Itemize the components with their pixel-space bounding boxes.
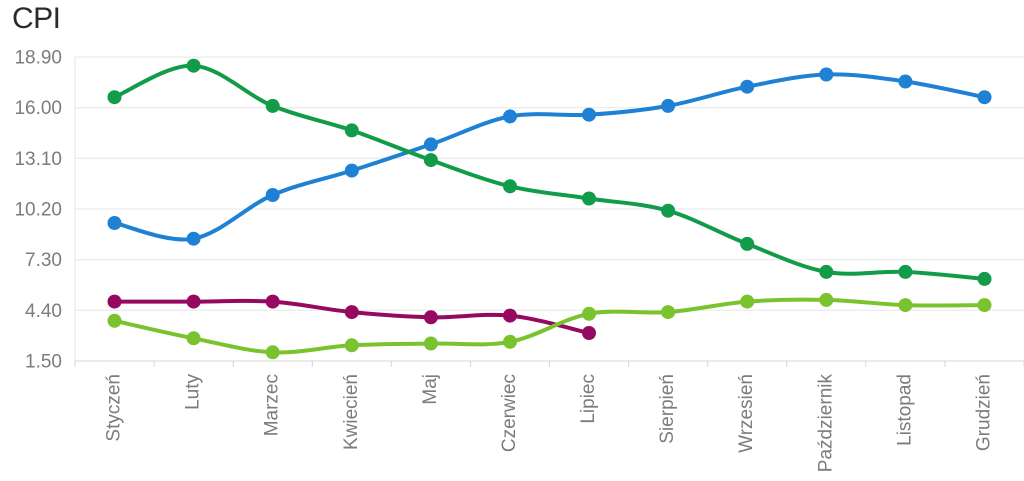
light-green-line-data-point	[344, 338, 359, 353]
dark-green-line-data-point	[503, 179, 517, 194]
light-green-line-data-point	[582, 306, 596, 321]
x-category-label: Październik	[815, 374, 836, 473]
x-category-label: Sierpień	[657, 374, 678, 444]
blue-line-data-point	[265, 188, 280, 202]
y-tick-label: 10.20	[14, 200, 62, 221]
light-green-line-data-point	[819, 292, 834, 307]
magenta-line-data-point	[344, 305, 359, 320]
dark-green-line-data-point	[819, 264, 834, 279]
light-green-line-data-point	[503, 334, 517, 349]
dark-green-line-data-point	[582, 191, 596, 206]
dark-green-line-data-point	[898, 264, 913, 279]
light-green-line-data-point	[423, 336, 438, 351]
light-green-line-data-point	[740, 294, 755, 309]
dark-green-line-data-point	[977, 271, 992, 286]
magenta-line-data-point	[107, 294, 122, 309]
magenta-line-data-point	[186, 294, 201, 309]
magenta-line-data-point	[582, 326, 596, 340]
blue-line-data-point	[582, 107, 596, 122]
light-green-line-data-point	[977, 298, 992, 313]
x-category-label: Czerwiec	[499, 374, 520, 452]
blue-line-data-point	[977, 90, 992, 105]
y-tick-label: 18.90	[14, 48, 62, 69]
x-category-label: Grudzień	[974, 374, 995, 451]
dark-green-line-data-point	[344, 123, 359, 138]
light-green-line-data-point	[186, 331, 201, 346]
light-green-line-data-point	[661, 305, 676, 320]
chart-title: CPI	[12, 2, 61, 35]
light-green-line-data-point	[265, 345, 280, 360]
blue-line-data-point	[186, 231, 201, 246]
x-category-label: Wrzesień	[736, 374, 757, 453]
x-category-label: Kwiecień	[341, 374, 362, 450]
blue-line-data-point	[107, 216, 122, 230]
blue-line-data-point	[661, 98, 676, 113]
magenta-line-data-point	[503, 308, 517, 323]
series-blue-line	[112, 72, 987, 242]
light-green-line-data-point	[107, 313, 122, 328]
dark-green-line-data-point	[423, 153, 438, 168]
dark-green-line-data-point	[265, 98, 280, 113]
blue-line-data-point	[740, 79, 755, 94]
blue-line-data-point	[819, 67, 834, 82]
y-tick-label: 16.00	[14, 98, 62, 119]
dark-green-line-data-point	[186, 58, 201, 73]
blue-line-data-point	[344, 163, 359, 178]
x-category-label: Lipiec	[578, 374, 599, 424]
dark-green-line-data-point	[661, 203, 676, 218]
light-green-line-data-point	[898, 298, 913, 313]
magenta-line-data-point	[265, 294, 280, 309]
y-tick-label: 13.10	[14, 149, 62, 170]
x-category-label: Styczeń	[104, 374, 125, 442]
dark-green-line-data-point	[740, 236, 755, 251]
x-category-label: Luty	[183, 374, 204, 410]
x-category-label: Maj	[420, 374, 441, 405]
x-category-label: Marzec	[262, 374, 283, 436]
series-light-green-line	[112, 297, 987, 355]
y-tick-label: 7.30	[25, 250, 62, 271]
magenta-line-data-point	[423, 310, 438, 325]
y-tick-label: 1.50	[25, 352, 62, 373]
series-dark-green-line	[112, 63, 987, 281]
dark-green-line-data-point	[107, 90, 122, 105]
y-tick-label: 4.40	[25, 301, 62, 322]
blue-line-data-point	[423, 137, 438, 152]
x-category-label: Listopad	[894, 374, 915, 446]
blue-line-data-point	[503, 109, 517, 124]
blue-line-data-point	[898, 74, 913, 89]
